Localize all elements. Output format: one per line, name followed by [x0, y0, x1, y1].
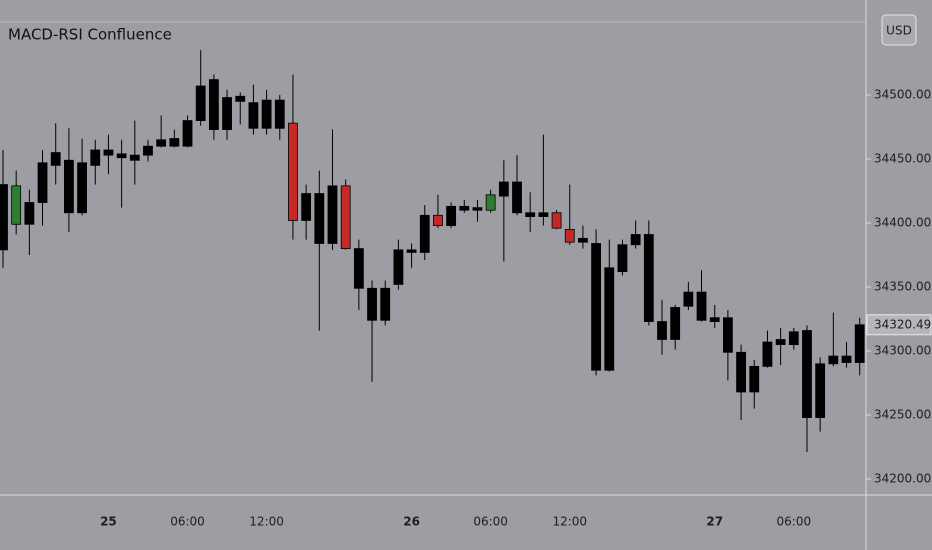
- candle-body: [208, 79, 219, 130]
- x-tick-label: 12:00: [552, 515, 587, 529]
- candle-body: [683, 291, 694, 307]
- x-tick-label: 06:00: [777, 515, 812, 529]
- candle-body: [485, 194, 496, 211]
- candle-body: [723, 317, 733, 353]
- candle-body: [380, 287, 391, 321]
- chart-title: MACD-RSI Confluence: [8, 26, 172, 44]
- candle-body: [340, 185, 351, 249]
- candle-body: [578, 237, 588, 243]
- candle-body: [459, 205, 470, 211]
- candle-body: [643, 234, 654, 322]
- candle-body: [802, 330, 812, 418]
- candle-body: [274, 99, 285, 129]
- candle-body: [222, 97, 232, 130]
- candles: [0, 50, 865, 453]
- candle-body: [11, 185, 22, 225]
- candle-body: [169, 138, 180, 147]
- candle-body: [854, 324, 865, 363]
- candle-body: [525, 212, 536, 217]
- candle-body: [90, 149, 101, 166]
- candle-body: [433, 214, 443, 226]
- candle-body: [446, 205, 457, 226]
- candle-body: [327, 185, 338, 244]
- candle-body: [591, 243, 601, 371]
- candle-body: [762, 341, 773, 367]
- x-tick-label: 25: [100, 515, 117, 529]
- y-tick-label: 34300.00: [874, 343, 931, 357]
- currency-button[interactable]: [881, 14, 917, 46]
- candle-body: [195, 85, 206, 121]
- candle-body: [129, 154, 140, 161]
- candle-body: [551, 212, 562, 229]
- candle-body: [248, 102, 259, 129]
- candle-body: [630, 234, 641, 246]
- x-tick-label: 06:00: [170, 515, 205, 529]
- candle-body: [472, 207, 483, 211]
- candle-body: [617, 244, 628, 273]
- candle-body: [564, 228, 575, 243]
- candle-body: [419, 214, 430, 253]
- candle-body: [512, 181, 522, 214]
- y-tick-label: 34400.00: [874, 215, 931, 229]
- y-tick-label: 34500.00: [874, 87, 931, 101]
- candle-body: [103, 149, 114, 156]
- candle-body: [0, 184, 8, 251]
- candle-body: [37, 162, 48, 203]
- candle-body: [749, 365, 760, 393]
- candle-body: [788, 331, 799, 345]
- candle-body: [775, 339, 786, 345]
- candle-body: [24, 202, 35, 225]
- candle-body: [77, 162, 87, 214]
- x-tick-label: 12:00: [249, 515, 284, 529]
- y-tick-label: 34200.00: [874, 471, 931, 485]
- candle-body: [301, 193, 312, 221]
- candle-body: [367, 287, 377, 321]
- candle-body: [235, 95, 246, 102]
- candle-body: [657, 321, 667, 340]
- candle-body: [182, 120, 193, 147]
- x-tick-label: 26: [403, 515, 420, 529]
- candle-body: [261, 99, 272, 129]
- candle-body: [50, 152, 61, 166]
- candle-body: [538, 212, 549, 217]
- candle-body: [288, 122, 298, 221]
- currency-label[interactable]: USD: [886, 24, 912, 38]
- x-tick-label: 06:00: [473, 515, 508, 529]
- candle-body: [393, 249, 404, 285]
- candle-body: [64, 159, 74, 214]
- candle-body: [353, 248, 364, 289]
- candle-body: [670, 307, 681, 340]
- candle-body: [143, 145, 153, 156]
- y-tick-label: 34250.00: [874, 407, 931, 421]
- x-tick-label: 27: [706, 515, 723, 529]
- candle-body: [696, 291, 707, 321]
- y-tick-label: 34450.00: [874, 151, 931, 165]
- candle-body: [406, 249, 417, 253]
- candle-body: [736, 351, 746, 393]
- candle-body: [828, 355, 839, 365]
- candle-body: [314, 193, 325, 244]
- candle-body: [815, 363, 826, 418]
- candle-body: [841, 355, 852, 363]
- axes: 34200.00 34250.00 34300.00 34350.00 34400.00…: [100, 87, 932, 529]
- candle-body: [498, 181, 509, 197]
- last-price-label: 34320.49: [874, 317, 931, 331]
- last-price-box: [866, 314, 932, 336]
- candle-body: [709, 317, 720, 322]
- candle-body: [604, 267, 615, 371]
- candle-body: [156, 139, 167, 147]
- y-tick-label: 34350.00: [874, 279, 931, 293]
- candle-body: [116, 153, 127, 159]
